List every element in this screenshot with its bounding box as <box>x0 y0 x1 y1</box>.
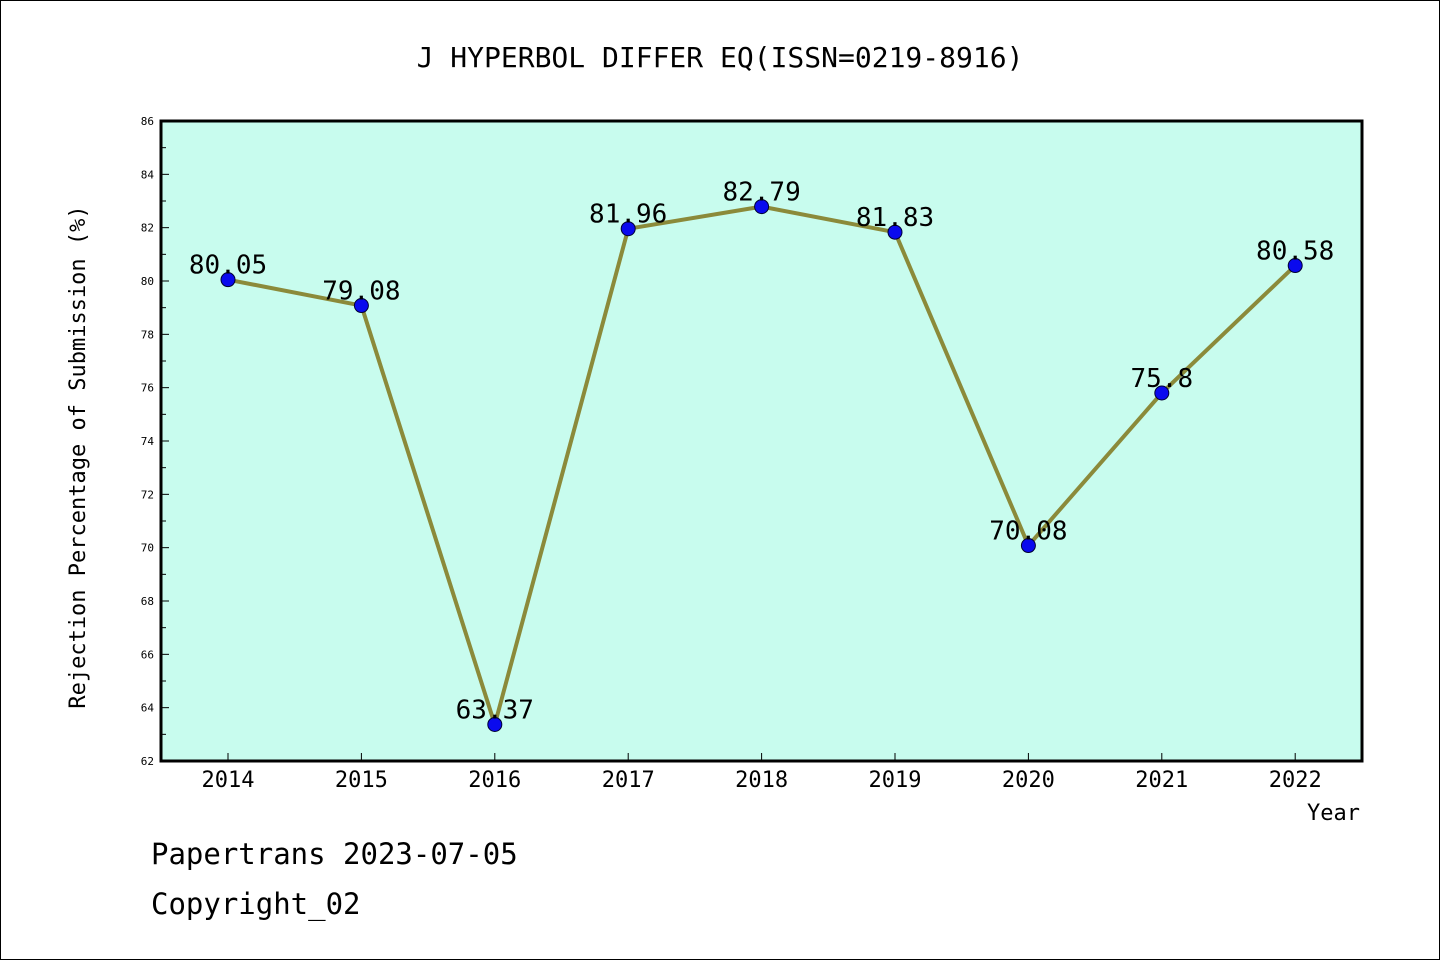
y-tick-label: 74 <box>141 435 155 448</box>
data-value-label: 79.08 <box>322 277 400 307</box>
y-tick-label: 80 <box>141 275 154 288</box>
footer-copyright-text: Copyright_02 <box>151 887 361 922</box>
y-tick-label: 82 <box>141 222 154 235</box>
data-point <box>1154 385 1170 401</box>
x-axis-label: Year <box>1307 801 1360 826</box>
series-rejection <box>220 199 1303 732</box>
data-point <box>353 298 369 314</box>
y-tick-label: 84 <box>141 168 155 181</box>
y-axis: 62 64 66 68 70 72 74 76 78 80 82 84 86 <box>141 115 169 768</box>
data-value-label: 81.83 <box>856 203 934 233</box>
x-tick-label: 2021 <box>1135 768 1188 793</box>
x-tick-label: 2017 <box>602 768 655 793</box>
data-labels: 80.05 79.08 63.37 81.96 82.79 81.83 70.08 75.8 8… <box>189 178 1334 726</box>
y-tick-label: 64 <box>141 702 155 715</box>
y-axis-label: Rejection Percentage of Submission (%) <box>66 205 91 708</box>
chart-title: J HYPERBOL DIFFER EQ(ISSN=0219-8916) <box>417 41 1024 74</box>
data-point <box>487 716 503 732</box>
x-tick-label: 2022 <box>1269 768 1322 793</box>
data-value-label: 82.79 <box>722 178 800 208</box>
x-tick-label: 2018 <box>735 768 788 793</box>
data-point <box>620 221 636 237</box>
footer-date-text: Papertrans 2023-07-05 <box>151 837 518 871</box>
y-tick-label: 70 <box>141 542 154 555</box>
y-tick-label: 68 <box>141 595 154 608</box>
data-point <box>754 199 770 215</box>
data-point <box>1020 538 1036 554</box>
plot-area <box>159 119 1364 763</box>
x-tick-label: 2015 <box>335 768 388 793</box>
data-value-label: 75.8 <box>1130 364 1193 394</box>
x-tick-label: 2014 <box>202 768 255 793</box>
data-value-label: 80.05 <box>189 251 267 281</box>
y-tick-label: 72 <box>141 488 154 501</box>
x-tick-label: 2020 <box>1002 768 1055 793</box>
y-tick-label: 78 <box>141 328 154 341</box>
data-point <box>887 224 903 240</box>
y-tick-label: 62 <box>141 755 154 768</box>
x-axis: 2014 2015 2016 2017 2018 2019 2020 2021 2022 <box>202 753 1322 793</box>
data-value-label: 63.37 <box>456 695 534 725</box>
x-tick-label: 2019 <box>869 768 922 793</box>
x-tick-label: 2016 <box>468 768 521 793</box>
data-value-label: 70.08 <box>989 517 1067 547</box>
y-tick-label: 76 <box>141 382 154 395</box>
data-value-label: 80.58 <box>1256 237 1334 267</box>
y-tick-label: 86 <box>141 115 154 128</box>
data-point <box>220 272 236 288</box>
data-value-label: 81.96 <box>589 200 667 230</box>
y-tick-label: 66 <box>141 648 154 661</box>
data-point <box>1287 258 1303 274</box>
